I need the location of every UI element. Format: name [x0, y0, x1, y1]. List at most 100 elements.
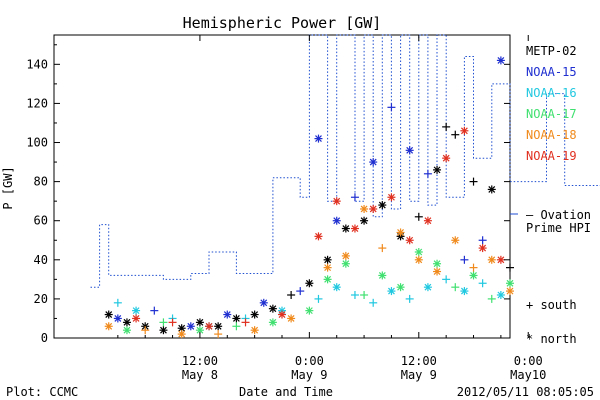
plot-frame	[53, 34, 511, 339]
north-point	[387, 287, 396, 296]
south-point	[350, 290, 359, 299]
ovation-prime-hpi-line	[90, 34, 600, 288]
north-point	[250, 326, 259, 335]
south-point	[478, 279, 487, 288]
north-point	[487, 255, 496, 264]
north-point	[423, 216, 432, 225]
north-point	[496, 255, 505, 264]
north-point	[369, 204, 378, 213]
north-point	[378, 201, 387, 210]
south-point	[442, 122, 451, 131]
x-tick-label-date: May 9	[291, 368, 327, 382]
north-point	[323, 263, 332, 272]
north-point	[113, 314, 122, 323]
south-point	[232, 322, 241, 331]
south-point	[414, 212, 423, 221]
y-tick-label: 140	[26, 57, 48, 71]
north-point	[414, 247, 423, 256]
south-point	[241, 318, 250, 327]
north-point	[214, 322, 223, 331]
x-tick-label-time: 12:00	[401, 354, 437, 368]
south-point	[460, 255, 469, 264]
north-point	[259, 298, 268, 307]
north-point	[396, 283, 405, 292]
ovation-step-line	[90, 34, 600, 288]
north-point	[132, 306, 141, 315]
y-tick-label: 100	[26, 136, 48, 150]
north-point	[378, 271, 387, 280]
north-point	[104, 310, 113, 319]
y-axis-label: P [GW]	[1, 166, 15, 209]
y-tick-label: 40	[34, 253, 48, 267]
x-axis-label: Date and Time	[239, 385, 333, 399]
north-point	[250, 310, 259, 319]
south-point	[113, 298, 122, 307]
south-point	[387, 103, 396, 112]
south-point	[141, 326, 150, 335]
north-point	[332, 197, 341, 206]
north-point	[414, 255, 423, 264]
north-point	[496, 56, 505, 65]
north-point	[451, 236, 460, 245]
north-point	[369, 158, 378, 167]
north-point	[323, 275, 332, 284]
plot-credit: Plot: CCMC	[6, 385, 78, 399]
north-point	[314, 232, 323, 241]
north-point	[232, 314, 241, 323]
north-point	[268, 304, 277, 313]
south-point	[369, 298, 378, 307]
north-point	[305, 279, 314, 288]
north-point	[314, 134, 323, 143]
south-point	[350, 193, 359, 202]
north-point	[442, 154, 451, 163]
legend-entry: NOAA-17	[526, 107, 577, 121]
north-point	[205, 322, 214, 331]
north-point	[460, 126, 469, 135]
north-point	[350, 224, 359, 233]
north-point	[360, 216, 369, 225]
north-point	[186, 322, 195, 331]
north-point	[487, 185, 496, 194]
timestamp: 2012/05/11 08:05:05	[457, 385, 594, 399]
north-point	[433, 165, 442, 174]
north-point	[341, 224, 350, 233]
y-tick-label: 120	[26, 96, 48, 110]
x-tick-label-time: 0:00	[295, 354, 324, 368]
legend-entry: NOAA-15	[526, 65, 577, 79]
north-point	[195, 318, 204, 327]
north-point	[159, 326, 168, 335]
south-point	[469, 177, 478, 186]
north-point	[469, 271, 478, 280]
legend-south: + south	[526, 298, 577, 312]
south-point	[214, 330, 223, 339]
south-point	[405, 294, 414, 303]
north-point	[323, 255, 332, 264]
ovation-label-line2: Prime HPI	[526, 221, 591, 235]
north-point	[122, 326, 131, 335]
north-point	[460, 287, 469, 296]
y-tick-label: 20	[34, 292, 48, 306]
north-point	[405, 146, 414, 155]
x-tick-label-time: 0:00	[514, 354, 543, 368]
north-point	[223, 310, 232, 319]
y-tick-label: 0	[41, 331, 48, 345]
legend-entry: NOAA-19	[526, 149, 577, 163]
legend-entry: NOAA-18	[526, 128, 577, 142]
x-tick-label-date: May10	[510, 368, 546, 382]
south-point	[487, 294, 496, 303]
y-tick-label: 60	[34, 214, 48, 228]
south-point	[378, 244, 387, 253]
south-point	[287, 290, 296, 299]
north-point	[405, 236, 414, 245]
north-point	[104, 322, 113, 331]
legend-entry: NOAA-16	[526, 86, 577, 100]
south-point	[168, 318, 177, 327]
south-point	[423, 169, 432, 178]
y-axis: 0 20 40 60 80 100 120 140	[26, 44, 510, 345]
x-tick-label-date: May 8	[182, 368, 218, 382]
ovation-label-line1: — Ovation	[526, 208, 591, 222]
north-point	[332, 283, 341, 292]
north-point	[341, 259, 350, 268]
